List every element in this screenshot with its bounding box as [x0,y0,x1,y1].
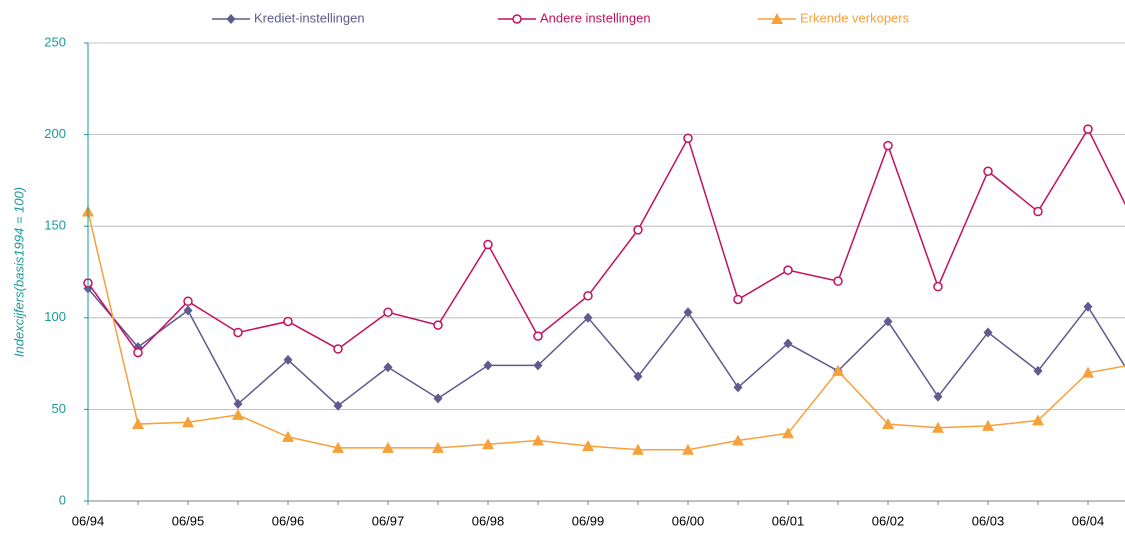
marker [983,327,993,338]
marker [633,371,643,382]
marker [633,225,643,235]
marker [883,140,893,151]
marker [583,291,593,301]
marker [482,438,494,450]
marker [882,418,894,430]
y-tick-label: 50 [52,401,66,416]
marker [933,281,943,292]
marker [982,419,994,431]
marker [932,421,944,433]
marker [282,430,294,442]
marker [383,362,393,373]
marker [832,364,844,376]
series-line [87,127,1125,354]
marker [1083,301,1093,312]
x-tick-label: 06/94 [72,513,105,528]
marker [433,393,443,404]
marker [933,391,943,402]
marker [133,347,143,358]
marker [283,316,293,327]
marker [132,418,144,430]
marker [183,296,193,307]
marker [183,305,193,316]
marker [483,360,493,371]
marker [182,416,194,428]
legend-label: Krediet-instellingen [254,10,365,25]
series-line [87,288,1125,407]
x-tick-label: 06/95 [172,513,205,528]
marker [682,443,694,455]
marker [1032,414,1044,426]
marker [683,307,693,318]
marker [733,294,743,305]
y-tick-label: 250 [44,34,66,49]
x-tick-label: 06/97 [372,513,405,528]
marker [433,320,443,330]
x-tick-label: 06/01 [772,513,805,528]
marker [1033,206,1043,217]
marker [332,441,344,453]
marker [333,400,343,411]
plot-area [82,124,1125,455]
x-tick-label: 06/00 [672,513,705,528]
marker [683,133,693,144]
x-tick-label: 06/02 [872,513,905,528]
marker [533,360,543,371]
marker [432,441,444,453]
marker [583,312,593,323]
marker [1082,366,1094,378]
x-tick-label: 06/99 [572,513,605,528]
marker [333,344,343,354]
marker [483,239,493,250]
x-tick-label: 06/04 [1072,513,1105,528]
grid [88,42,1125,410]
legend-label: Andere instellingen [540,10,651,25]
marker [1083,124,1093,134]
y-tick-label: 200 [44,126,66,141]
marker [226,14,236,24]
marker [733,382,743,393]
marker [833,276,843,286]
y-axis-label: Indexcijfers(basis1994 = 100) [11,187,26,357]
marker [232,408,244,420]
marker [732,434,744,446]
marker [582,440,594,452]
marker [532,434,544,446]
marker [1033,365,1043,376]
marker [383,307,393,318]
marker [983,166,993,176]
y-tick-label: 100 [44,309,66,324]
series-line [87,211,1125,451]
legend-label: Erkende verkopers [800,10,910,25]
marker [233,398,243,409]
marker [632,443,644,455]
marker [783,265,793,275]
x-tick-label: 06/03 [972,513,1005,528]
marker [783,338,793,349]
marker [233,327,243,338]
y-tick-label: 150 [44,218,66,233]
marker [283,354,293,365]
y-tick-label: 0 [59,492,66,507]
x-tick-label: 06/98 [472,513,505,528]
marker [533,331,543,341]
marker [382,441,394,453]
marker [782,427,794,439]
marker [883,316,893,327]
marker [771,13,783,24]
x-tick-label: 06/96 [272,513,305,528]
marker [512,14,522,24]
